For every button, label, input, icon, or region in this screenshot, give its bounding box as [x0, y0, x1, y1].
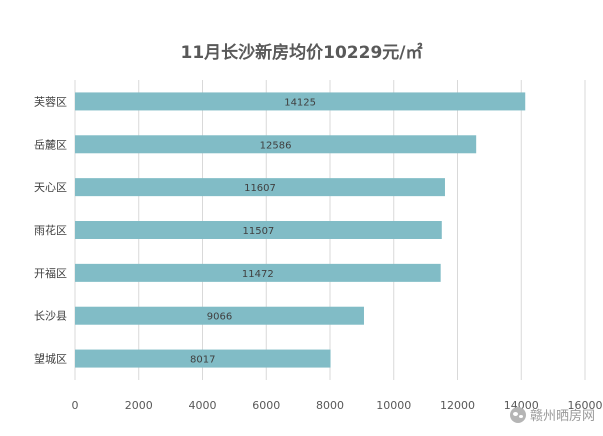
category-label: 岳麓区	[34, 138, 67, 151]
bar	[75, 135, 477, 154]
bar	[75, 306, 364, 325]
x-tick-label: 4000	[189, 399, 217, 412]
category-label: 开福区	[34, 266, 67, 280]
category-label: 长沙县	[34, 310, 67, 323]
x-tick-label: 16000	[568, 399, 603, 412]
data-label: 12586	[260, 140, 292, 151]
x-tick-label: 8000	[316, 399, 344, 412]
bar	[75, 221, 442, 239]
bar	[75, 349, 331, 368]
watermark-text: 赣州晒房网	[529, 409, 595, 424]
category-label: 望城区	[34, 353, 67, 366]
bar	[75, 92, 526, 111]
category-label: 芙蓉区	[34, 94, 67, 108]
data-label: 9066	[207, 312, 232, 323]
x-tick-label: 12000	[440, 399, 475, 412]
x-tick-label: 10000	[376, 399, 411, 412]
data-label: 11472	[242, 269, 274, 280]
data-label: 14125	[284, 97, 316, 108]
bar	[75, 178, 445, 197]
watermark: 赣州晒房网	[509, 405, 595, 424]
x-tick-label: 2000	[125, 399, 153, 412]
data-label: 8017	[190, 355, 215, 366]
wechat-icon	[509, 406, 526, 423]
category-label: 天心区	[34, 181, 67, 194]
chart-title: 11月长沙新房均价10229元/㎡	[180, 43, 423, 63]
bar	[75, 263, 441, 282]
data-label: 11607	[244, 183, 276, 194]
x-tick-label: 6000	[252, 399, 280, 412]
x-tick-label: 0	[72, 399, 79, 412]
category-label: 雨花区	[34, 224, 67, 237]
data-label: 11507	[242, 226, 274, 237]
